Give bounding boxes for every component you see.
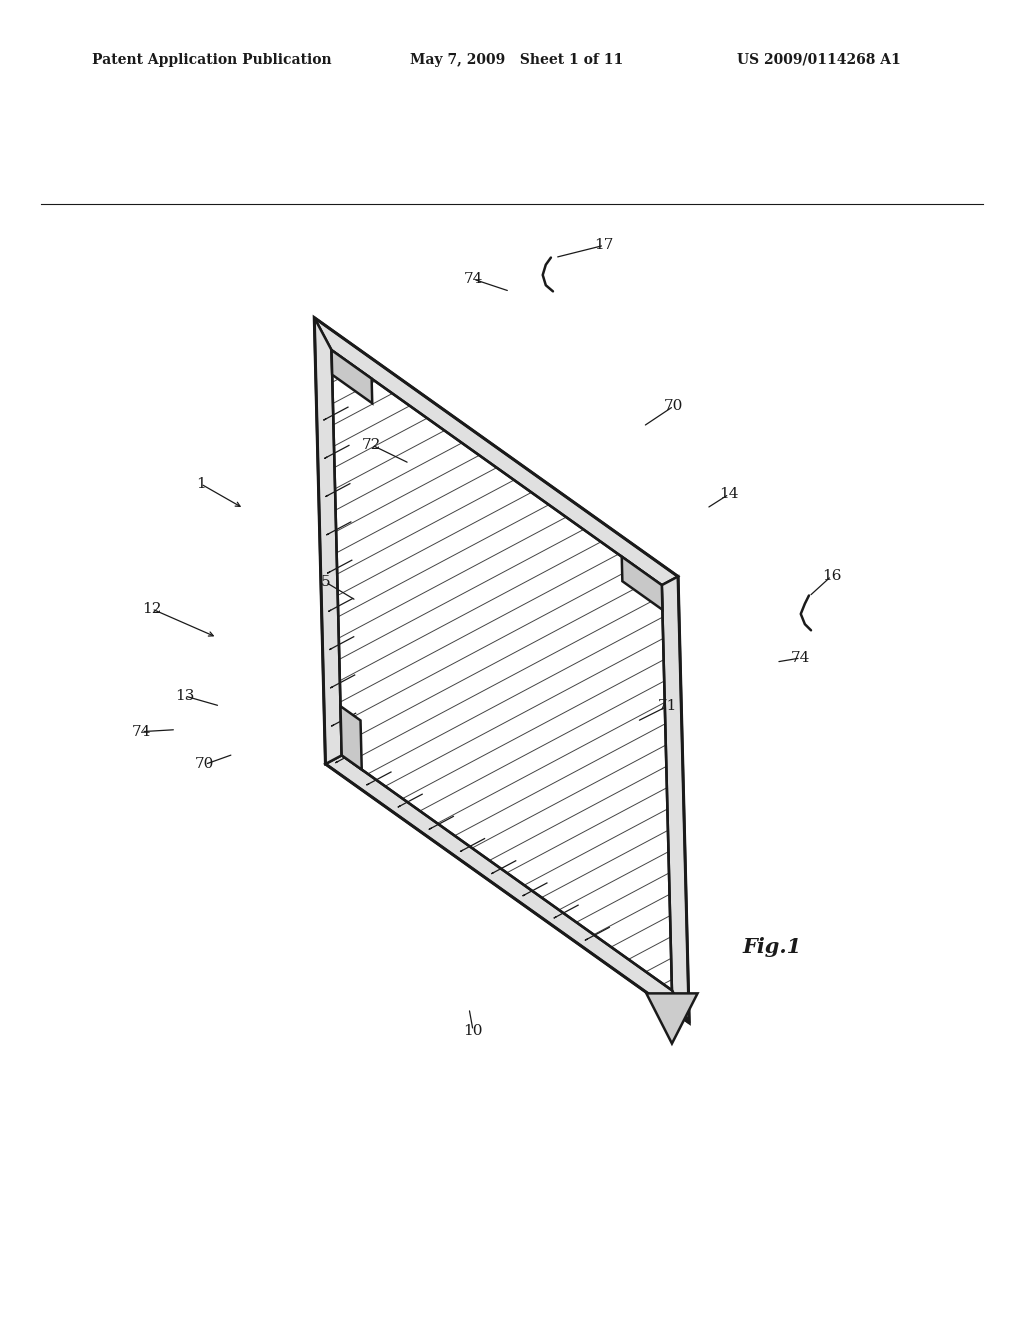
Text: 74: 74 [464,272,482,286]
Text: 74: 74 [792,651,810,665]
Polygon shape [314,318,342,764]
Polygon shape [646,994,697,1044]
Text: 5: 5 [321,576,331,589]
Text: Fig.1: Fig.1 [742,937,802,957]
Text: 12: 12 [141,602,162,616]
Text: 70: 70 [196,758,214,771]
Text: 72: 72 [362,438,381,451]
Polygon shape [332,350,373,403]
Text: 1: 1 [196,477,206,491]
Text: 16: 16 [821,569,842,583]
Text: Patent Application Publication: Patent Application Publication [92,53,332,67]
Text: 14: 14 [719,487,739,502]
Polygon shape [314,318,678,585]
Polygon shape [326,755,689,1023]
Polygon shape [662,577,689,1023]
Text: 17: 17 [595,239,613,252]
Polygon shape [622,557,663,610]
Text: 70: 70 [665,399,683,413]
Text: 13: 13 [175,689,194,702]
Text: 10: 10 [463,1024,483,1038]
Text: 74: 74 [132,725,151,739]
Polygon shape [341,706,361,770]
Text: May 7, 2009   Sheet 1 of 11: May 7, 2009 Sheet 1 of 11 [410,53,623,67]
Text: US 2009/0114268 A1: US 2009/0114268 A1 [737,53,901,67]
Text: 71: 71 [658,700,677,713]
